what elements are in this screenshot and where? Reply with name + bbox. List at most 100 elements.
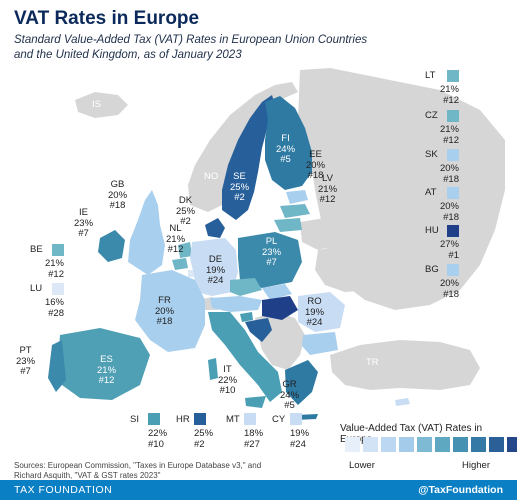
bottom-legend-si-code: SI <box>130 414 139 425</box>
europe-map <box>48 68 505 420</box>
country-shape-france <box>135 270 205 352</box>
map-label-pt-rank: #7 <box>20 366 31 377</box>
map-label-it-rate: 22% <box>218 374 238 386</box>
map-label-dk-rank: #2 <box>180 216 191 227</box>
country-shape-slovakia <box>262 284 292 300</box>
map-label-fr: FR 20% #18 <box>155 295 174 328</box>
side-legend-cz-code: CZ <box>425 110 438 121</box>
map-label-fi: FI 24% #5 <box>276 133 295 166</box>
side-legend-hu-code: HU <box>425 225 439 236</box>
legend-scale-step <box>345 437 360 452</box>
map-label-no: NO <box>204 171 219 182</box>
country-shape-finland <box>265 96 312 190</box>
map-label-lv: LV 21% #12 <box>318 173 337 206</box>
bottom-legend-mt-code: MT <box>226 414 240 425</box>
country-shape-bulgaria <box>302 332 338 355</box>
bottom-legend-hr-swatch <box>194 413 206 425</box>
map-label-ie-rate: 23% <box>74 217 94 229</box>
map-label-ee-rank: #18 <box>307 170 324 181</box>
bottom-legend-hr-rank: #2 <box>194 439 205 450</box>
legend-low-label: Lower <box>349 460 375 471</box>
map-label-gr-code: GR <box>282 379 297 390</box>
country-shape-iceland <box>75 92 128 118</box>
side-legend-lu-swatch <box>52 283 64 295</box>
country-shape-luxembourg <box>188 270 194 277</box>
side-legend-lt-code: LT <box>425 70 436 81</box>
map-label-ro-rank: #24 <box>306 317 323 328</box>
map-label-gb-code: GB <box>110 179 125 190</box>
country-shape-greece <box>285 360 318 405</box>
map-label-de-rank: #24 <box>207 275 224 286</box>
bottom-legend-si-rank: #10 <box>148 439 164 450</box>
map-label-it-rank: #10 <box>219 385 236 396</box>
legend-scale-step <box>417 437 432 452</box>
map-label-nl-code: NL <box>169 223 182 234</box>
map-label-es-rate: 21% <box>97 364 117 376</box>
map-label-nl: NL 21% #12 <box>166 223 186 256</box>
map-label-ee-rate: 20% <box>306 159 326 171</box>
bottom-legend-hr-rate: 25% <box>194 428 214 439</box>
side-legend-be-swatch <box>52 244 64 256</box>
legend-scale-step <box>489 437 504 452</box>
legend-scale-step <box>399 437 414 452</box>
country-shape-norway <box>188 82 298 212</box>
chart-subtitle: Standard Value-Added Tax (VAT) Rates in … <box>14 34 368 61</box>
legend-high-label: Higher <box>462 460 490 471</box>
map-label-it-code: IT <box>223 364 232 375</box>
map-label-se-rate: 25% <box>230 181 250 193</box>
side-legend-sk-rate: 20% <box>439 163 459 174</box>
map-label-ie: IE 23% #7 <box>74 207 94 240</box>
map-label-ie-rank: #7 <box>78 228 89 239</box>
legend-scale-step <box>471 437 486 452</box>
map-label-de-code: DE <box>208 254 223 265</box>
map-label-nl-rate: 21% <box>166 233 186 245</box>
country-shape-ukraine <box>315 245 395 292</box>
map-label-se: SE 25% #2 <box>230 171 250 204</box>
bottom-legend-si-rate: 22% <box>148 428 168 439</box>
map-label-lv-code: LV <box>322 173 333 184</box>
country-shape-romania <box>298 292 345 332</box>
side-legend-at-swatch <box>447 187 459 199</box>
country-shape-sardinia <box>208 358 218 380</box>
map-label-de-rate: 19% <box>206 264 226 276</box>
side-legend-be-rate: 21% <box>44 258 64 269</box>
side-legend-lt-rank: #12 <box>443 95 459 106</box>
country-shape-italy <box>208 312 282 402</box>
bottom-legend-cy-rank: #24 <box>290 439 306 450</box>
map-label-pt-code: PT <box>19 345 32 356</box>
footer-handle[interactable]: @TaxFoundation <box>418 484 503 496</box>
side-legend-be-code: BE <box>30 244 43 255</box>
side-legend-cz-swatch <box>447 110 459 122</box>
map-label-gr-rate: 24% <box>280 389 300 401</box>
map-label-ro-code: RO <box>307 296 322 307</box>
map-label-fi-code: FI <box>281 133 290 144</box>
chart-title: VAT Rates in Europe <box>14 8 200 29</box>
map-label-es-rank: #12 <box>98 375 115 386</box>
country-shape-estonia <box>286 190 308 204</box>
map-label-fr-code: FR <box>158 295 171 306</box>
country-shape-netherlands <box>178 242 192 258</box>
side-legend-at-code: AT <box>425 187 437 198</box>
bottom-legend-hr-code: HR <box>176 414 190 425</box>
side-legend-bg-rank: #18 <box>443 289 459 300</box>
side-legend-cz-rank: #12 <box>443 135 459 146</box>
side-legend-lt-rate: 21% <box>439 84 459 95</box>
map-label-nl-rank: #12 <box>167 244 184 255</box>
side-legend-cz-rate: 21% <box>439 124 459 135</box>
bottom-legend-si-swatch <box>148 413 160 425</box>
legend-scale-step <box>435 437 450 452</box>
country-shape-belgium <box>172 258 188 270</box>
map-label-ie-code: IE <box>79 207 88 218</box>
country-shape-poland <box>238 232 302 288</box>
side-legend-sk-rank: #18 <box>443 174 459 185</box>
country-shape-lithuania <box>274 218 302 232</box>
map-label-pl-rate: 23% <box>262 246 282 258</box>
map-label-ee-code: EE <box>309 149 322 160</box>
map-label-it: IT 22% #10 <box>218 364 238 397</box>
map-label-ro-rate: 19% <box>305 306 325 318</box>
legend-color-scale <box>345 437 517 452</box>
map-label-de: DE 19% #24 <box>206 254 226 287</box>
sources-note: Sources: European Commission, "Taxes in … <box>14 461 262 480</box>
side-legend-hu-rank: #1 <box>448 250 459 261</box>
bottom-legend-mt-rank: #27 <box>244 439 260 450</box>
